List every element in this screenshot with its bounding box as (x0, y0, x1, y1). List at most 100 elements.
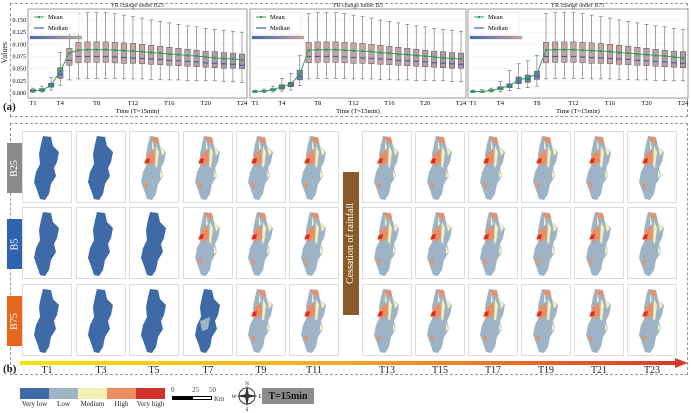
box (202, 50, 209, 68)
time-step-badge: T=15min (262, 388, 314, 404)
mean-point (262, 89, 266, 93)
box (543, 42, 550, 64)
mean-point (58, 69, 62, 73)
box (220, 52, 227, 69)
box (166, 47, 173, 66)
time-label: T5 (148, 365, 160, 376)
time-label: T11 (306, 365, 322, 376)
legend-class: High (107, 388, 136, 408)
mean-point (104, 48, 107, 51)
mean-point (68, 51, 71, 55)
legend-mean-label: Mean (488, 14, 504, 21)
mean-point (325, 48, 328, 51)
box (66, 47, 73, 66)
box (377, 45, 384, 65)
mean-point (158, 51, 162, 55)
mean-line (254, 49, 462, 93)
cessation-of-rainfall-label: Cessation of rainfall (343, 172, 359, 315)
mean-point (240, 58, 244, 62)
map-cell (468, 284, 518, 356)
x-tick-label: T24 (237, 100, 248, 107)
map-cell (183, 131, 233, 203)
mean-point (131, 49, 135, 53)
mean-point (86, 48, 89, 51)
map-cell (289, 207, 339, 279)
mean-point (352, 49, 355, 52)
catchment-map (301, 212, 326, 276)
time-label: T7 (202, 365, 214, 376)
mean-point (379, 51, 382, 54)
chart-1: FR change under B5 T1 T4 T8 T12 T16 T20 T24 Time… (249, 3, 467, 115)
box (413, 48, 420, 67)
map-cell (468, 207, 518, 279)
colorbar (29, 35, 83, 40)
map-cell (183, 284, 233, 356)
catchment-map (374, 212, 399, 276)
map-cell (236, 284, 286, 356)
mean-point (40, 88, 44, 92)
box (229, 52, 236, 69)
catchment-map (533, 289, 558, 353)
box (579, 42, 586, 64)
y-tick-label: 0.000 (13, 91, 27, 97)
catchment-map (195, 289, 220, 353)
legend-mean-marker (37, 15, 41, 19)
box (332, 41, 339, 63)
catchment-map (639, 289, 664, 353)
mean-point (388, 51, 391, 55)
map-cell (362, 207, 412, 279)
box (552, 41, 559, 63)
legend-class: Very low (20, 388, 49, 408)
map-cell (574, 131, 624, 203)
mean-point (590, 49, 593, 52)
mean-point (370, 50, 373, 53)
box (440, 51, 447, 68)
catchment-map (533, 212, 558, 276)
compass-w: W (232, 395, 237, 400)
box (652, 48, 659, 67)
chart-title: FR change under B25 (111, 3, 164, 9)
map-cell (129, 131, 179, 203)
time-label: T3 (95, 365, 107, 376)
map-cell (129, 284, 179, 356)
compass-icon: N E S W (232, 382, 262, 411)
box (570, 41, 577, 63)
box (84, 41, 91, 63)
mean-point (231, 57, 235, 61)
catchment-map (248, 212, 273, 276)
box (634, 47, 641, 66)
mean-point (450, 57, 454, 60)
mean-point (213, 56, 217, 60)
chart-title: FR change under B5 (333, 3, 383, 9)
mean-point (499, 86, 502, 90)
box (305, 42, 312, 64)
legend-mean-marker (477, 15, 481, 19)
box (193, 49, 200, 67)
x-tick-label: T4 (278, 100, 286, 107)
map-cell (76, 284, 126, 356)
box (680, 51, 686, 68)
x-tick-label: T8 (314, 100, 321, 107)
mean-point (253, 90, 257, 93)
map-cell (22, 207, 72, 279)
mean-point (471, 90, 475, 93)
risk-class-legend: Very low Low Medium High Very high (20, 388, 165, 408)
box (350, 42, 357, 64)
mean-point (334, 48, 337, 51)
x-tick-label: T20 (641, 100, 651, 107)
catchment-map (480, 212, 505, 276)
legend-median-label: Median (488, 25, 509, 32)
box (157, 46, 164, 66)
box (211, 51, 218, 68)
catchment-map (141, 136, 166, 200)
box (184, 48, 191, 67)
box (670, 50, 677, 68)
mean-point (361, 49, 364, 53)
map-cell (627, 207, 677, 279)
box (606, 44, 613, 65)
box (422, 49, 429, 67)
box (661, 49, 668, 67)
mean-point (289, 82, 293, 86)
box (625, 46, 632, 66)
scenario-label-b75: B75 (7, 296, 22, 346)
